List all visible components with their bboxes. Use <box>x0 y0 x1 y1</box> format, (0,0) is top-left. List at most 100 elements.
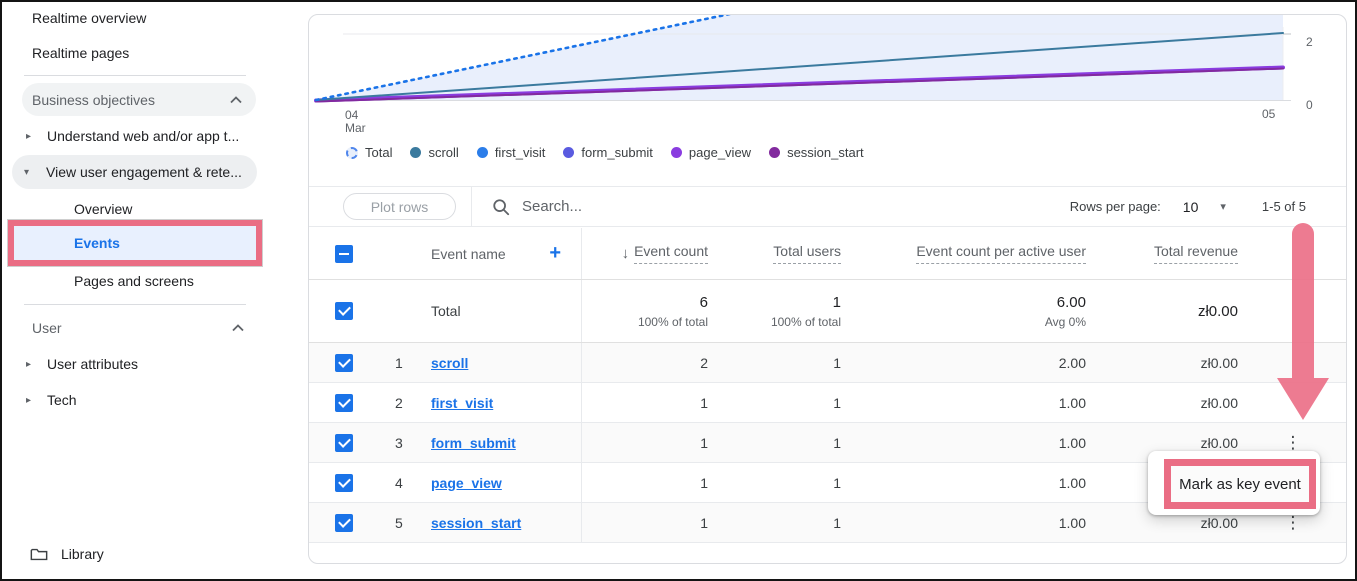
legend-label: session_start <box>787 145 864 160</box>
events-highlight-annotation: Events <box>8 220 262 266</box>
row-checkbox[interactable] <box>335 302 353 320</box>
event-count-per-active-user-header[interactable]: Event count per active user <box>916 243 1086 264</box>
total-users-cell: 1 <box>833 434 841 451</box>
add-column-icon[interactable]: + <box>549 242 561 264</box>
sidebar-item-view-user-engagement[interactable]: ▾ View user engagement & rete... <box>12 155 257 189</box>
row-index: 3 <box>395 434 403 451</box>
header-checkbox-cell <box>309 228 365 279</box>
legend-item-total[interactable]: Total <box>346 145 392 160</box>
sidebar-item-library[interactable]: Library <box>30 544 104 564</box>
row-actions-kebab-icon[interactable]: ⋮ <box>1284 432 1302 452</box>
sidebar-item-understand-web-app[interactable]: ▸ Understand web and/or app t... <box>26 126 239 146</box>
rows-per-page-label: Rows per page: <box>1069 199 1161 214</box>
series-dot-icon <box>769 147 781 158</box>
total-series-dotted-line <box>314 15 732 102</box>
event-count-cell: 1 <box>700 394 708 411</box>
search-icon <box>493 198 510 215</box>
sidebar-section-user[interactable]: User <box>32 318 244 338</box>
collapse-arrow-icon[interactable]: ▾ <box>24 166 30 178</box>
ecpau-cell: 1.00 <box>1058 434 1086 451</box>
sidebar-item-events[interactable]: Events <box>14 226 256 260</box>
event-name-header[interactable]: Event name <box>431 245 506 262</box>
sidebar-section-business-objectives[interactable]: Business objectives <box>22 83 256 116</box>
row-index: 5 <box>395 514 403 531</box>
sidebar-item-user-attributes[interactable]: ▸ User attributes <box>26 354 138 374</box>
total-users-header[interactable]: Total users <box>773 243 841 264</box>
table-row-session-start[interactable]: 5 session_start 1 1 1.00 zł0.00 ⋮ <box>309 503 1346 543</box>
legend-label: form_submit <box>581 145 653 160</box>
chart-legend: Total scroll first_visit form_submit pag… <box>346 145 864 160</box>
total-users-cell: 1 <box>833 514 841 531</box>
event-name-link[interactable]: scroll <box>431 354 469 371</box>
expand-arrow-icon[interactable]: ▸ <box>26 130 32 142</box>
event-name-link[interactable]: first_visit <box>431 394 494 411</box>
row-index: 1 <box>395 354 403 371</box>
table-total-row: Total 6 100% of total 1 100% of total 6.… <box>309 280 1346 343</box>
sidebar-item-label: Realtime overview <box>32 10 147 26</box>
row-index: 4 <box>395 474 403 491</box>
sidebar-item-label: Understand web and/or app t... <box>47 128 240 144</box>
total-revenue-header[interactable]: Total revenue <box>1153 243 1238 264</box>
pagination-controls: Rows per page: 10 ▾ 1-5 of 5 <box>1070 199 1306 215</box>
search-input[interactable] <box>522 198 942 215</box>
legend-item-form-submit[interactable]: form_submit <box>563 145 653 160</box>
chevron-up-icon <box>230 95 242 103</box>
row-checkbox[interactable] <box>335 473 353 492</box>
event-name-link[interactable]: form_submit <box>431 434 516 451</box>
sort-descending-icon[interactable]: ↓ <box>621 245 630 262</box>
sidebar-item-overview[interactable]: Overview <box>74 199 132 219</box>
folder-icon <box>30 548 48 560</box>
revenue-cell: zł0.00 <box>1200 354 1238 371</box>
sidebar-item-realtime-overview[interactable]: Realtime overview <box>32 8 146 28</box>
table-row-form-submit[interactable]: 3 form_submit 1 1 1.00 zł0.00 ⋮ <box>309 423 1346 463</box>
legend-label: Total <box>365 145 393 160</box>
sidebar-item-realtime-pages[interactable]: Realtime pages <box>32 43 129 63</box>
row-actions-kebab-icon[interactable]: ⋮ <box>1284 512 1302 532</box>
table-row-scroll[interactable]: 1 scroll 2 1 2.00 zł0.00 <box>309 343 1346 383</box>
y-axis-tick-2: 2 <box>1306 35 1313 49</box>
y-axis-tick-0: 0 <box>1306 98 1313 112</box>
legend-label: scroll <box>428 145 459 160</box>
total-ecpau-sub: Avg 0% <box>1044 314 1086 329</box>
event-count-cell: 1 <box>700 474 708 491</box>
row-checkbox[interactable] <box>335 433 353 452</box>
sidebar-item-label: Tech <box>47 392 77 408</box>
sidebar-item-pages-and-screens[interactable]: Pages and screens <box>74 271 194 291</box>
sidebar-divider <box>24 75 246 76</box>
total-users-sub: 100% of total <box>770 314 841 329</box>
pagination-range: 1-5 of 5 <box>1261 199 1306 214</box>
plot-rows-button[interactable]: Plot rows <box>343 193 456 220</box>
event-count-cell: 2 <box>700 354 708 371</box>
row-actions-menu: Mark as key event <box>1148 451 1320 515</box>
legend-label: page_view <box>688 145 752 160</box>
sidebar-item-tech[interactable]: ▸ Tech <box>26 390 77 410</box>
event-name-link[interactable]: page_view <box>431 474 502 491</box>
legend-item-scroll[interactable]: scroll <box>410 145 459 160</box>
event-name-link[interactable]: session_start <box>431 514 522 531</box>
row-checkbox[interactable] <box>335 353 353 372</box>
total-area-fill <box>316 15 1283 100</box>
select-all-checkbox[interactable] <box>335 244 353 263</box>
event-count-cell: 1 <box>700 514 708 531</box>
x-axis-start-month: Mar <box>345 121 366 135</box>
dropdown-caret-icon[interactable]: ▾ <box>1220 201 1226 213</box>
row-checkbox[interactable] <box>335 393 353 412</box>
sidebar-item-label: View user engagement & rete... <box>46 164 242 180</box>
total-users-cell: 1 <box>833 354 841 371</box>
row-checkbox[interactable] <box>335 513 353 532</box>
x-axis-start-day: 04 <box>345 108 359 122</box>
sidebar-item-label: Overview <box>74 201 133 217</box>
expand-arrow-icon[interactable]: ▸ <box>26 358 32 370</box>
rows-per-page-value[interactable]: 10 <box>1182 198 1199 215</box>
expand-arrow-icon[interactable]: ▸ <box>26 394 32 406</box>
legend-item-page-view[interactable]: page_view <box>670 145 752 160</box>
section-label: User <box>32 320 62 336</box>
total-revenue-header-cell: Total revenue <box>1086 228 1238 279</box>
legend-item-session-start[interactable]: session_start <box>769 145 864 160</box>
table-row-first-visit[interactable]: 2 first_visit 1 1 1.00 zł0.00 <box>309 383 1346 423</box>
events-table: Event name + ↓ Event count Total users E… <box>309 228 1346 543</box>
series-dot-icon <box>670 147 682 158</box>
legend-item-first-visit[interactable]: first_visit <box>476 145 545 160</box>
mark-as-key-event-menu-item[interactable]: Mark as key event <box>1171 466 1309 502</box>
event-count-header[interactable]: Event count <box>634 243 708 264</box>
